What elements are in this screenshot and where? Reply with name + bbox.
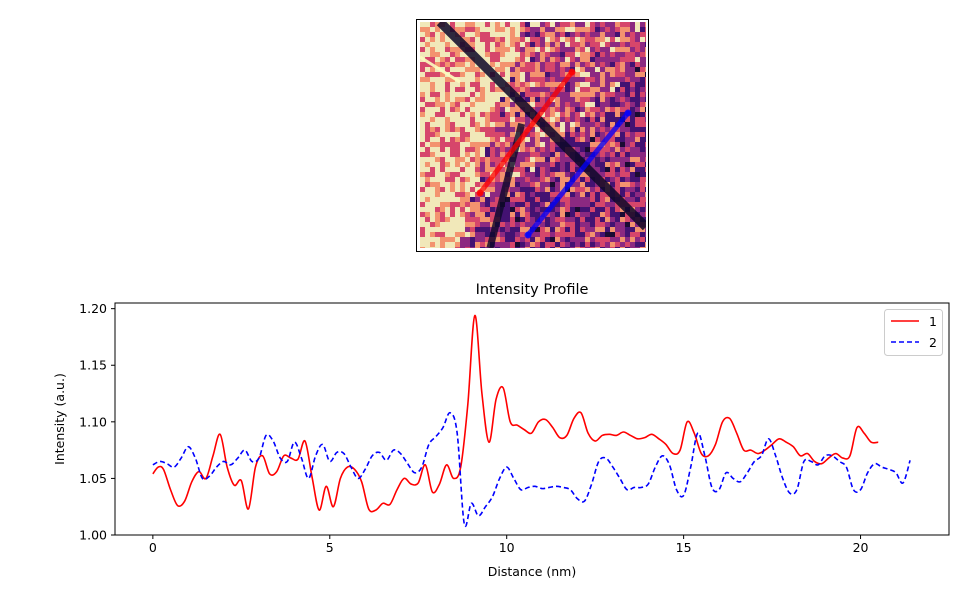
y-axis-label: Intensity (a.u.) [52,373,67,465]
x-tick-label: 5 [326,540,334,555]
y-tick-label: 1.15 [79,358,107,373]
y-tick-label: 1.20 [79,301,107,316]
profile-line-end [568,68,576,76]
legend-label-1: 1 [929,314,937,329]
y-tick-label: 1.05 [79,471,107,486]
legend-label-2: 2 [929,335,937,350]
profile-line-end [624,109,632,117]
legend: 1 2 [884,309,943,356]
series-group [152,314,911,528]
profile-line-2 [525,110,631,238]
x-tick-label: 0 [149,540,157,555]
x-tick-label: 15 [676,540,692,555]
y-tick-label: 1.00 [79,528,107,543]
x-axis: 0 5 10 15 20 [149,535,869,555]
x-tick-label: 20 [853,540,869,555]
series-line-2 [152,411,911,528]
x-tick-label: 10 [499,540,515,555]
x-axis-label: Distance (nm) [488,564,576,579]
profile-line-start [476,189,484,197]
y-axis: 1.00 1.05 1.10 1.15 1.20 [79,301,115,543]
profile-line-start [524,231,532,239]
micrograph-image [416,19,649,252]
profile-line-1 [477,69,575,196]
chart-title: Intensity Profile [476,282,589,298]
profile-lines [476,68,632,239]
image-content [420,22,646,248]
series-line-1 [152,314,879,513]
y-tick-label: 1.10 [79,414,107,429]
intensity-profile-chart: Intensity Profile 0 5 10 15 20 1.001.051.101… [52,282,950,579]
plot-frame [114,302,950,536]
